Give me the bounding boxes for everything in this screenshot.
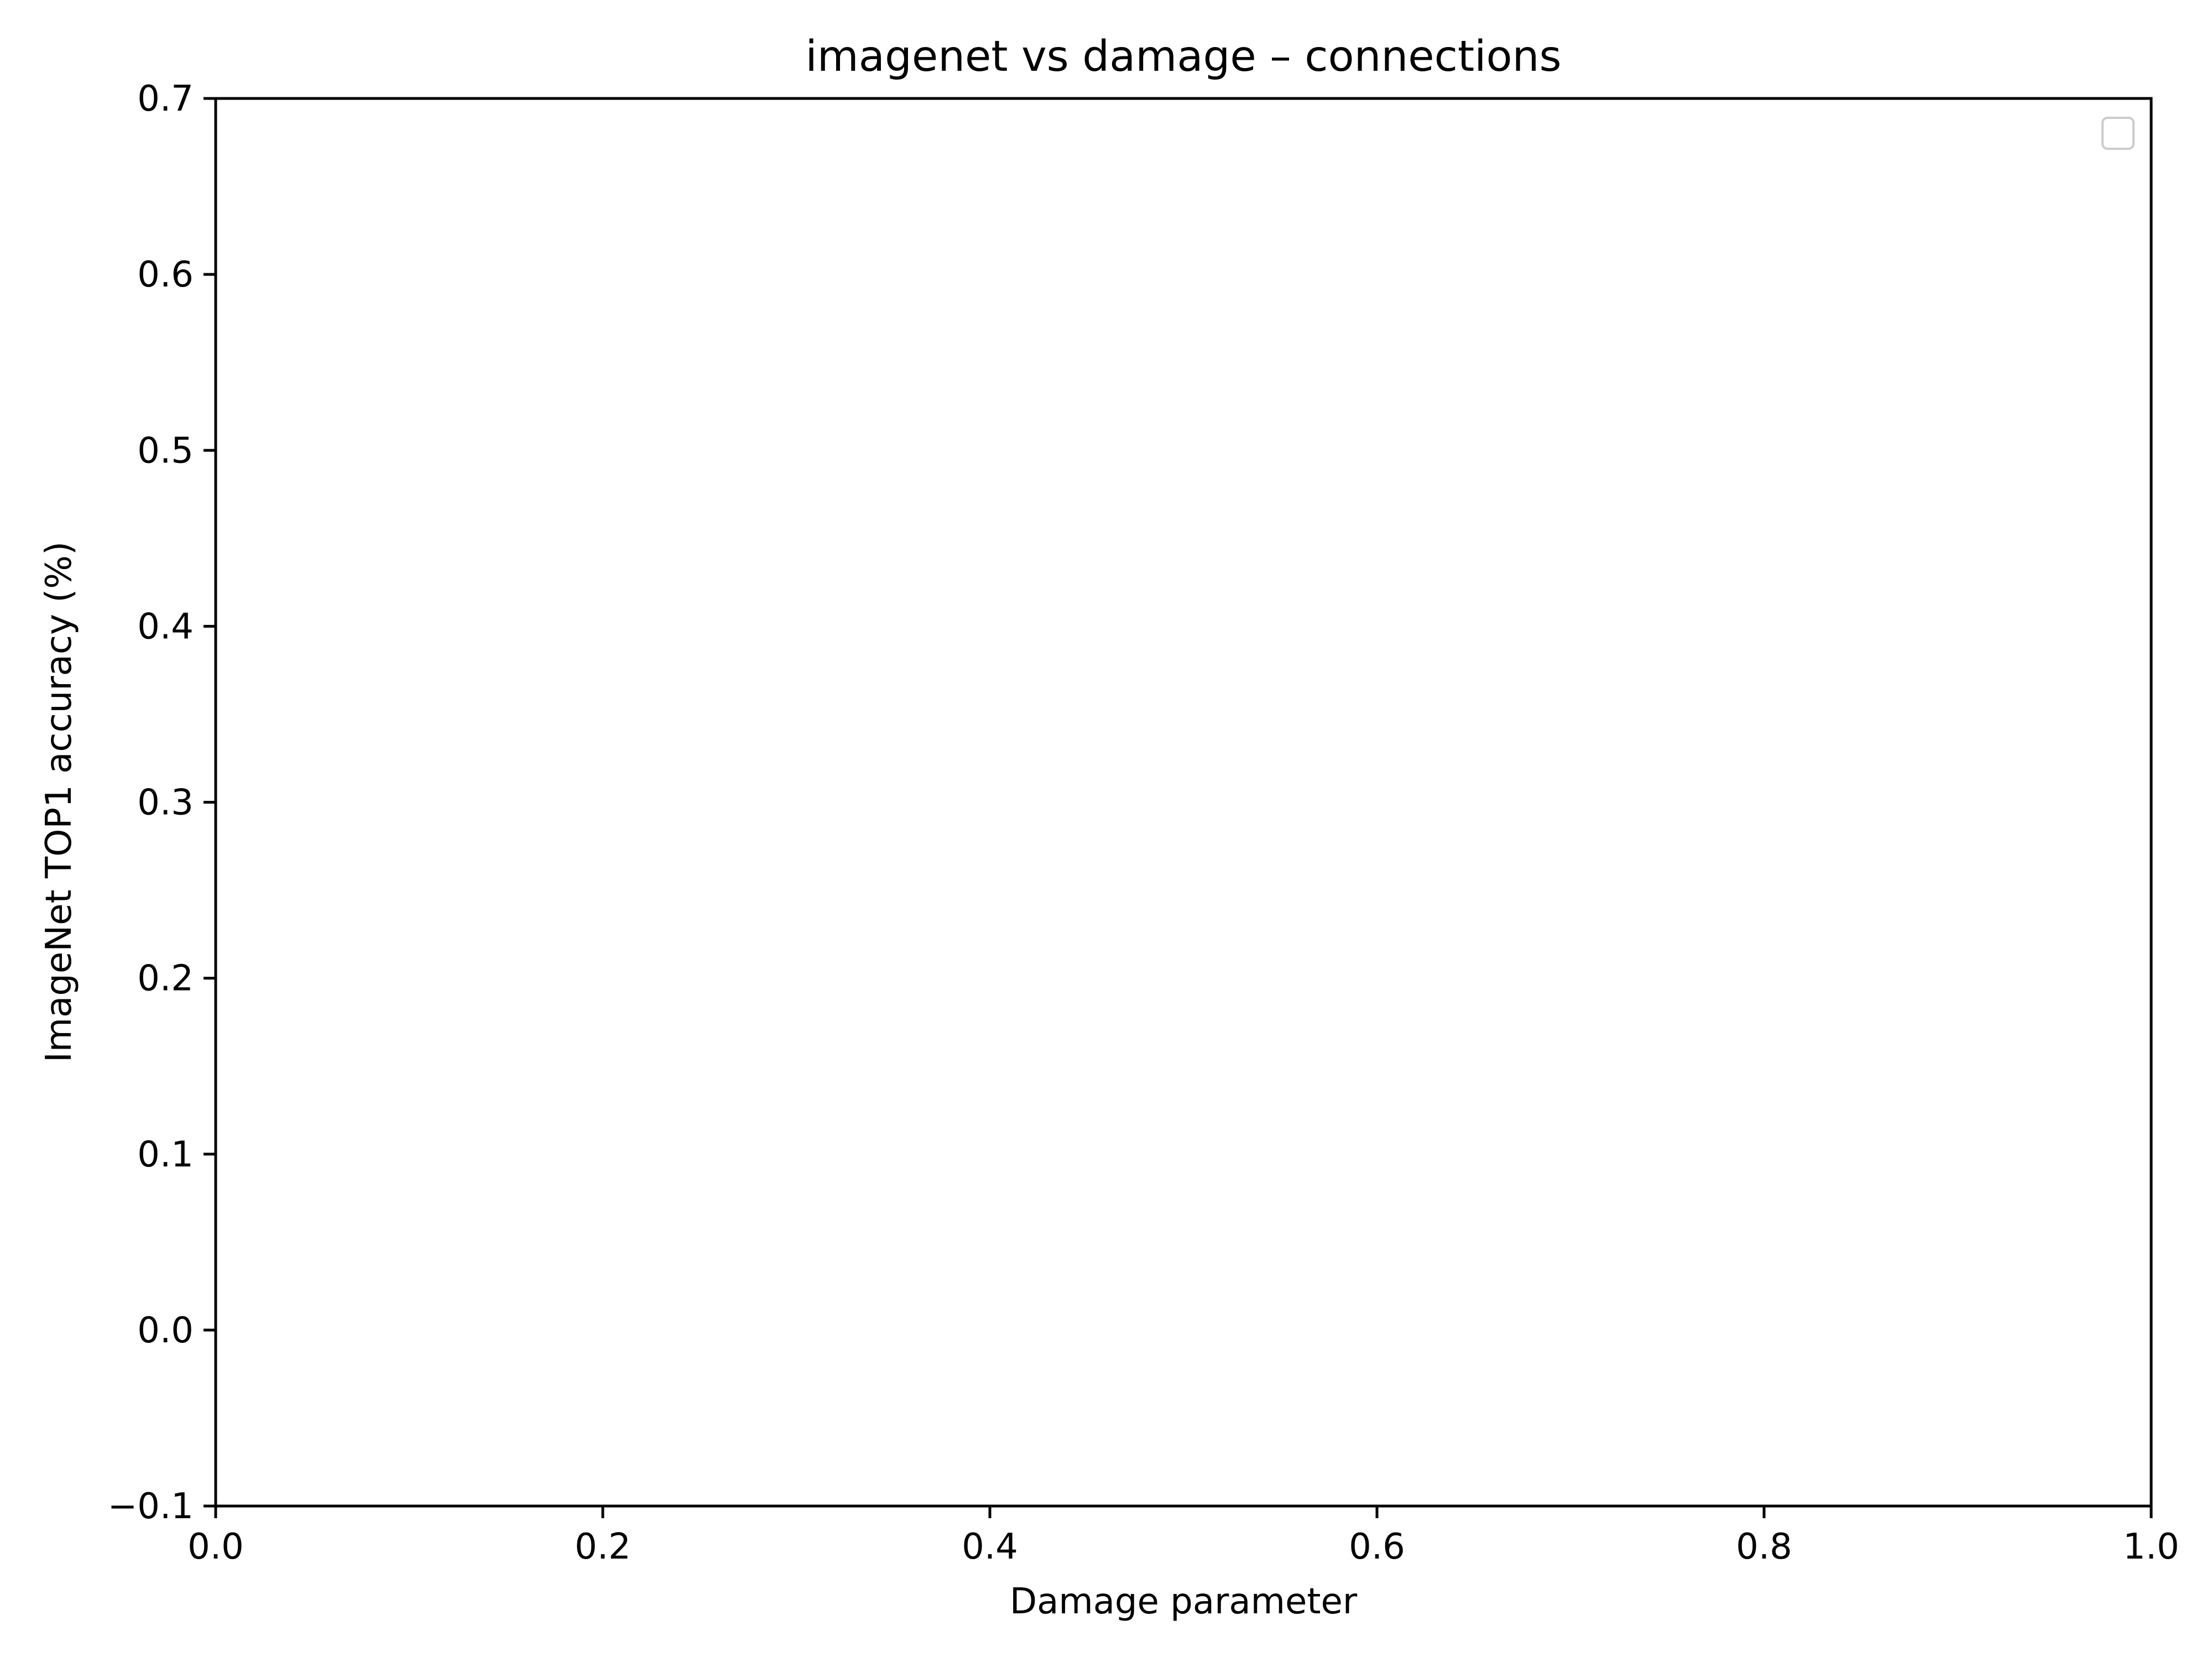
y-tick-label-8: 0.7 <box>137 79 194 119</box>
x-axis-label: Damage parameter <box>1010 1581 1358 1622</box>
y-tick-label-0: −0.1 <box>108 1486 194 1527</box>
y-tick-label-5: 0.4 <box>137 606 194 647</box>
x-tick-label-3: 0.6 <box>1349 1526 1405 1567</box>
legend <box>2101 117 2135 150</box>
y-tick-label-4: 0.3 <box>137 783 194 824</box>
x-tick-label-5: 1.0 <box>2123 1526 2179 1567</box>
x-tick-label-0: 0.0 <box>187 1526 244 1567</box>
x-tick-label-4: 0.8 <box>1736 1526 1792 1567</box>
y-tick-label-7: 0.6 <box>137 254 194 295</box>
y-tick-label-3: 0.2 <box>137 958 194 999</box>
x-tick-label-1: 0.2 <box>575 1526 631 1567</box>
plot-area-frame <box>214 97 2153 1508</box>
chart-title: imagenet vs damage – connections <box>805 32 1561 81</box>
legend-box <box>2101 117 2135 150</box>
y-tick-label-6: 0.5 <box>137 430 194 471</box>
x-tick-label-2: 0.4 <box>962 1526 1018 1567</box>
y-tick-label-2: 0.1 <box>137 1134 194 1175</box>
y-tick-label-1: 0.0 <box>137 1310 194 1351</box>
y-axis-ticks: −0.1 0.0 0.1 0.2 0.3 0.4 0.5 0.6 0.7 <box>108 79 216 1527</box>
y-axis-label: ImageNet TOP1 accuracy (%) <box>39 541 80 1062</box>
x-axis-ticks: 0.0 0.2 0.4 0.6 0.8 1.0 <box>187 1506 2179 1567</box>
